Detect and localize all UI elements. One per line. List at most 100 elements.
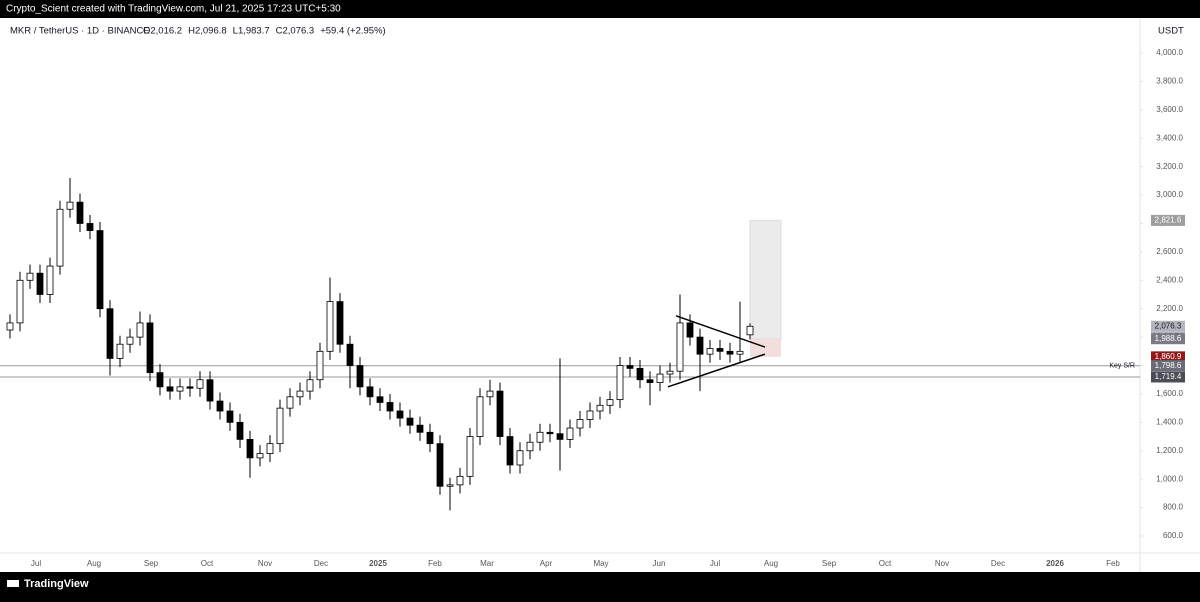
x-tick-label: Mar bbox=[480, 559, 494, 568]
candle-body bbox=[576, 419, 584, 429]
symbol: MKR / TetherUS · 1D · BINANCE bbox=[10, 26, 150, 37]
y-tick-label: 1,400.0 bbox=[1156, 417, 1183, 426]
candle-body bbox=[196, 379, 204, 389]
candle-body bbox=[486, 390, 494, 398]
candle-body bbox=[406, 417, 414, 426]
x-tick-label: Oct bbox=[201, 559, 214, 568]
candle-body bbox=[46, 265, 54, 295]
y-tick-label: 3,400.0 bbox=[1156, 133, 1183, 142]
x-tick-label: Nov bbox=[935, 559, 949, 568]
candle-body bbox=[226, 410, 234, 423]
candle-body bbox=[496, 390, 504, 437]
candle-body bbox=[656, 373, 664, 383]
ohlc-value: +59.4 (+2.95%) bbox=[320, 26, 386, 37]
price-label: 1,719.4 bbox=[1155, 372, 1182, 381]
candle-body bbox=[516, 450, 524, 466]
candle-body bbox=[746, 325, 754, 336]
candle-body bbox=[26, 272, 34, 281]
ohlc-value: O2,016.2 bbox=[143, 26, 182, 37]
candle-body bbox=[56, 208, 64, 267]
y-tick-label: 3,000.0 bbox=[1156, 190, 1183, 199]
candle-body bbox=[666, 370, 674, 375]
y-tick-label: 3,200.0 bbox=[1156, 162, 1183, 171]
candle-body bbox=[346, 343, 354, 366]
y-tick-label: 2,200.0 bbox=[1156, 304, 1183, 313]
candle-body bbox=[296, 390, 304, 398]
candle-body bbox=[176, 386, 184, 392]
candle-body bbox=[86, 223, 94, 231]
candle-body bbox=[136, 322, 144, 338]
candle-body bbox=[156, 372, 164, 388]
x-tick-label: Feb bbox=[1106, 559, 1120, 568]
candle-body bbox=[286, 396, 294, 409]
candle-body bbox=[246, 438, 254, 459]
candle-body bbox=[6, 322, 14, 331]
candle-body bbox=[426, 431, 434, 445]
price-label-box bbox=[1151, 333, 1185, 345]
candle-body bbox=[276, 407, 284, 445]
price-label-box bbox=[1151, 351, 1185, 363]
candle-body bbox=[506, 436, 514, 466]
candle-body bbox=[726, 350, 734, 355]
candle-body bbox=[106, 308, 114, 359]
candle-body bbox=[596, 404, 604, 412]
candle-body bbox=[316, 350, 324, 381]
candle-body bbox=[616, 365, 624, 401]
ohlc-value: C2,076.3 bbox=[276, 26, 315, 37]
x-tick-label: Jun bbox=[653, 559, 666, 568]
x-tick-label: Apr bbox=[540, 559, 553, 568]
x-tick-label: Sep bbox=[144, 559, 159, 568]
y-tick-label: 600.0 bbox=[1163, 531, 1184, 540]
price-label-box bbox=[1151, 360, 1185, 372]
candle-body bbox=[96, 230, 104, 310]
candle-body bbox=[636, 367, 644, 381]
trendline bbox=[667, 353, 766, 388]
trendline bbox=[675, 315, 766, 348]
candle-body bbox=[526, 441, 534, 452]
candle-body bbox=[436, 443, 444, 487]
price-label: 1,860.9 bbox=[1155, 352, 1182, 361]
candle-body bbox=[116, 343, 124, 359]
header: Crypto_Scient created with TradingView.c… bbox=[6, 4, 341, 15]
y-tick-label: 1,200.0 bbox=[1156, 446, 1183, 455]
x-tick-label: Aug bbox=[764, 559, 778, 568]
x-tick-label: Oct bbox=[879, 559, 892, 568]
candle-body bbox=[466, 436, 474, 477]
x-tick-label: Sep bbox=[822, 559, 837, 568]
candle-body bbox=[556, 433, 564, 440]
price-label: 1,798.6 bbox=[1155, 361, 1182, 370]
price-label: 2,076.3 bbox=[1155, 321, 1182, 330]
candle-body bbox=[206, 379, 214, 402]
price-label-box bbox=[1151, 320, 1185, 332]
stop-zone bbox=[750, 338, 781, 357]
candle-body bbox=[266, 443, 274, 455]
candle-body bbox=[326, 301, 334, 352]
y-tick-label: 4,000.0 bbox=[1156, 48, 1183, 57]
candle-body bbox=[386, 402, 394, 412]
candle-body bbox=[256, 453, 264, 459]
candle-body bbox=[586, 410, 594, 420]
y-tick-label: 3,600.0 bbox=[1156, 105, 1183, 114]
candle-body bbox=[216, 400, 224, 412]
candle-body bbox=[376, 396, 384, 403]
x-tick-label: May bbox=[593, 559, 608, 568]
price-label: 2,821.6 bbox=[1155, 216, 1182, 225]
x-tick-label: Aug bbox=[87, 559, 101, 568]
x-tick-label: 2025 bbox=[369, 559, 387, 568]
y-tick-label: 2,600.0 bbox=[1156, 247, 1183, 256]
x-tick-label: Feb bbox=[428, 559, 442, 568]
x-tick-label: 2026 bbox=[1046, 559, 1064, 568]
candle-body bbox=[66, 201, 74, 210]
x-tick-label: Jul bbox=[710, 559, 720, 568]
candle-body bbox=[736, 350, 744, 355]
candle-body bbox=[536, 431, 544, 443]
price-label-box bbox=[1151, 214, 1185, 226]
candle-body bbox=[706, 348, 714, 355]
candle-body bbox=[16, 279, 24, 324]
candle-body bbox=[36, 272, 44, 295]
price-label: 1,988.6 bbox=[1155, 334, 1182, 343]
candle-body bbox=[686, 322, 694, 338]
candle-body bbox=[606, 399, 614, 406]
candle-body bbox=[416, 424, 424, 433]
